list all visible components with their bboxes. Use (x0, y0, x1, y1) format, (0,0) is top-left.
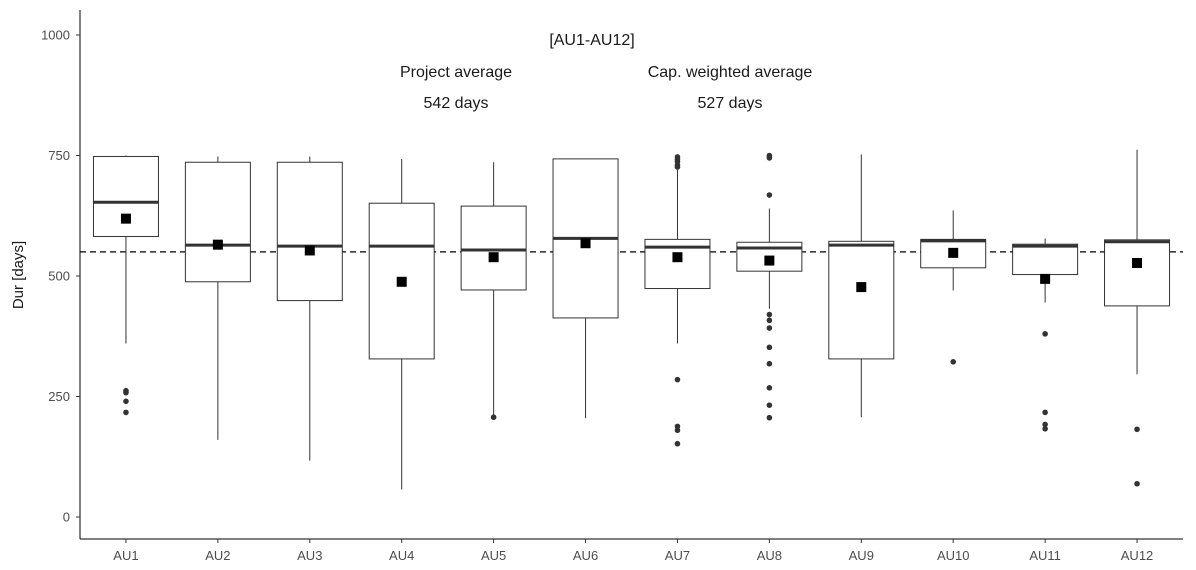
x-tick-label: AU11 (1029, 548, 1061, 563)
box-au8 (736, 152, 803, 421)
x-tick-label: AU3 (297, 548, 322, 563)
mean-marker (856, 282, 867, 293)
mean-marker (212, 239, 223, 250)
x-tick-label: AU5 (481, 548, 506, 563)
outlier-point (123, 398, 129, 405)
y-tick-label: 1000 (41, 28, 70, 43)
outlier-point (766, 155, 773, 161)
chart-title: [AU1-AU12] (549, 32, 634, 49)
outlier-point (674, 423, 681, 430)
outlier-point (766, 311, 773, 318)
y-tick-label: 250 (48, 389, 70, 404)
mean-marker (488, 252, 499, 263)
outlier-point (766, 360, 773, 367)
mean-marker (948, 247, 959, 258)
x-tick-label: AU7 (665, 548, 690, 563)
y-tick-label: 750 (48, 148, 70, 163)
box-au3 (276, 156, 343, 461)
mean-marker (396, 276, 407, 287)
outlier-point (766, 325, 773, 331)
iqr-box (1104, 239, 1171, 307)
box-au12 (1104, 149, 1171, 487)
x-tick-label: AU2 (205, 548, 230, 563)
outlier-point (674, 427, 681, 434)
project-average-value: 542 days (424, 95, 489, 112)
x-tick-label: AU9 (849, 548, 874, 563)
outlier-point (1134, 480, 1140, 487)
mean-marker (1132, 257, 1143, 268)
x-tick-label: AU10 (937, 548, 970, 563)
outlier-point (766, 317, 773, 324)
outlier-point (490, 414, 497, 421)
iqr-box (828, 240, 895, 360)
outlier-point (1042, 331, 1048, 337)
outlier-point (766, 414, 773, 421)
outlier-point (766, 344, 773, 351)
y-axis-ticks: 0 250 500 750 1000 (41, 28, 80, 525)
mean-marker (304, 245, 315, 256)
outlier-point (1042, 421, 1048, 428)
box-au7 (644, 154, 711, 447)
y-tick-label: 0 (63, 510, 70, 525)
iqr-box (92, 155, 159, 237)
iqr-box (276, 161, 343, 302)
cap-weighted-average-label: Cap. weighted average (648, 64, 813, 81)
x-axis-ticks: AU1 AU2 AU3 AU4 AU5 AU6 AU7 AU8 AU9 AU10 AU11 AU12 (113, 539, 1153, 563)
x-tick-label: AU6 (573, 548, 598, 563)
outlier-point (1042, 425, 1048, 432)
mean-marker (580, 238, 591, 249)
box-au4 (368, 158, 435, 490)
iqr-box (1012, 243, 1079, 276)
box-au5 (460, 162, 527, 421)
x-axis: AU1 AU2 AU3 AU4 AU5 AU6 AU7 AU8 AU9 AU10 AU11 AU12 (80, 538, 1183, 563)
cap-weighted-average-value: 527 days (698, 95, 763, 112)
outlier-point (766, 385, 773, 391)
iqr-box (184, 161, 251, 283)
outlier-point (123, 389, 129, 396)
outlier-point (766, 402, 773, 408)
x-tick-label: AU1 (113, 548, 138, 563)
x-tick-label: AU4 (389, 548, 414, 563)
outlier-point (1134, 426, 1140, 433)
box-au6 (552, 158, 619, 419)
outlier-point (950, 358, 957, 365)
x-tick-label: AU8 (757, 548, 782, 563)
mean-marker (672, 252, 683, 263)
mean-marker (120, 213, 131, 224)
outlier-point (674, 376, 681, 383)
boxes-layer (92, 149, 1171, 490)
y-tick-label: 500 (48, 269, 70, 284)
box-au9 (828, 154, 895, 418)
box-au1 (92, 155, 159, 416)
outlier-point (1042, 409, 1048, 416)
box-au11 (1012, 238, 1079, 432)
y-axis-title: Dur [days] (10, 241, 27, 309)
box-au10 (920, 210, 987, 365)
outlier-point (674, 440, 681, 447)
x-tick-label: AU12 (1121, 548, 1154, 563)
iqr-box (460, 205, 527, 291)
outlier-point (674, 164, 681, 170)
mean-marker (764, 255, 775, 266)
outlier-point (123, 409, 129, 416)
box-au2 (184, 156, 251, 440)
outlier-point (766, 192, 773, 198)
mean-marker (1040, 273, 1051, 284)
project-average-label: Project average (400, 64, 512, 81)
y-axis: 0 250 500 750 1000 (41, 10, 81, 539)
